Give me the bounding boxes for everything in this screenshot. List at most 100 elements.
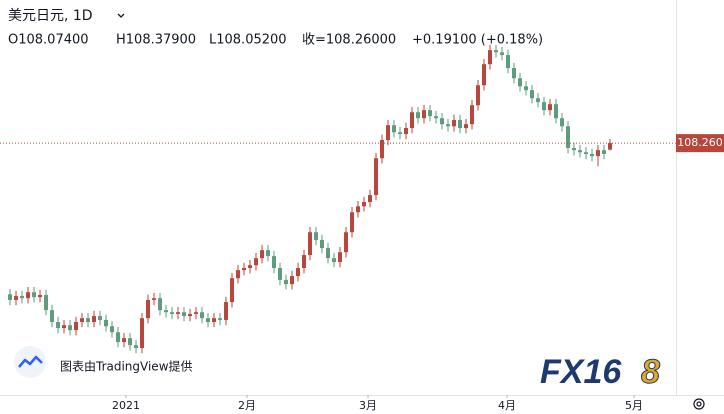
ohlc-label: +0.19100 (+0.18%) xyxy=(412,33,543,48)
gear-hub[interactable] xyxy=(696,401,702,407)
candle-body xyxy=(566,126,571,149)
candle-body xyxy=(548,104,553,111)
ohlc-label: O108.07400 xyxy=(8,33,89,48)
logo-accent: 8 xyxy=(641,353,660,391)
candle-body xyxy=(398,132,403,135)
ohlc-label: L108.05200 xyxy=(209,33,287,48)
x-tick-label: 5月 xyxy=(625,399,643,412)
candle-body xyxy=(338,252,343,263)
candle-body xyxy=(206,318,211,323)
candle-body xyxy=(530,90,535,99)
candle-body xyxy=(266,250,271,257)
candle-body xyxy=(146,299,151,319)
last-price-label: 108.260 xyxy=(677,136,723,149)
candle-body xyxy=(584,152,589,155)
candle-body xyxy=(308,232,313,256)
candle-body xyxy=(98,316,103,320)
candle-body xyxy=(476,85,481,106)
tv-logo-bg xyxy=(14,346,46,378)
ohlc-legend: O108.07400 H108.37900 L108.05200 收=108.2600… xyxy=(8,33,543,48)
candle-body xyxy=(110,326,115,333)
candle-body xyxy=(350,212,355,233)
candle-body xyxy=(86,318,91,323)
candle-body xyxy=(602,150,607,155)
candle-body xyxy=(26,292,31,299)
candle-body xyxy=(290,276,295,285)
candle-body xyxy=(488,50,493,65)
candle-body xyxy=(512,68,517,79)
candle-body xyxy=(50,310,55,323)
candle-body xyxy=(560,118,565,127)
candle-body xyxy=(362,202,367,207)
candle-body xyxy=(170,312,175,314)
candle-body xyxy=(386,125,391,140)
candle-body xyxy=(440,118,445,125)
candle-body xyxy=(116,332,121,343)
candle-body xyxy=(230,278,235,303)
candle-body xyxy=(332,258,337,263)
candle-body xyxy=(278,268,283,280)
candle-body xyxy=(200,312,205,319)
candle-body xyxy=(392,125,397,133)
candle-body xyxy=(536,98,541,103)
candle-body xyxy=(218,318,223,320)
candle-body xyxy=(446,124,451,127)
candle-body xyxy=(182,312,187,317)
candle-body xyxy=(368,195,373,203)
watermark: 图表由TradingView提供 xyxy=(14,346,193,378)
candle-body xyxy=(194,312,199,314)
candle-body xyxy=(452,119,457,127)
ohlc-label: H108.37900 xyxy=(116,33,196,48)
candle-body xyxy=(212,318,217,323)
ohlc-label: 收=108.26000 xyxy=(302,33,396,48)
candle-body xyxy=(590,154,595,157)
candle-body xyxy=(554,104,559,119)
candle-body xyxy=(380,139,385,159)
candle-body xyxy=(152,298,157,300)
tv-logo xyxy=(18,355,43,368)
candle-body xyxy=(32,292,37,298)
candle-body xyxy=(134,345,139,348)
x-tick-label: 2月 xyxy=(238,399,256,412)
candle-body xyxy=(410,112,415,129)
candle-body xyxy=(542,102,547,111)
candle-body xyxy=(272,256,277,269)
candle-body xyxy=(506,55,511,69)
candle-body xyxy=(20,296,25,299)
candle-body xyxy=(92,316,97,323)
candle-body xyxy=(314,232,319,240)
candle-body xyxy=(428,110,433,117)
candle-body xyxy=(422,110,427,119)
candles xyxy=(8,44,613,354)
candle-body xyxy=(302,255,307,269)
candle-body xyxy=(578,150,583,153)
candle-body xyxy=(254,258,259,266)
x-tick-label: 3月 xyxy=(359,399,377,412)
candle-body xyxy=(296,268,301,277)
interval-chevron[interactable] xyxy=(117,13,125,18)
logo-main: FX16 xyxy=(540,353,622,391)
gear-ring[interactable] xyxy=(693,398,705,410)
candle-body xyxy=(80,318,85,323)
candle-body xyxy=(44,295,49,311)
candle-body xyxy=(500,52,505,56)
candle-body xyxy=(434,116,439,119)
candle-body xyxy=(284,279,289,285)
candle-body xyxy=(140,318,145,348)
candle-body xyxy=(176,312,181,314)
candle-body xyxy=(458,119,463,129)
candle-body xyxy=(104,319,109,327)
candle-body xyxy=(572,148,577,151)
candle-body xyxy=(8,294,13,300)
chart-title[interactable]: 美元日元, 1D xyxy=(8,8,93,24)
candle-body xyxy=(320,239,325,249)
candle-body xyxy=(38,295,43,298)
candle-body xyxy=(164,310,169,313)
candle-body xyxy=(122,338,127,343)
candle-body xyxy=(74,322,79,331)
settings-icon[interactable] xyxy=(693,398,705,410)
candle-body xyxy=(464,124,469,129)
